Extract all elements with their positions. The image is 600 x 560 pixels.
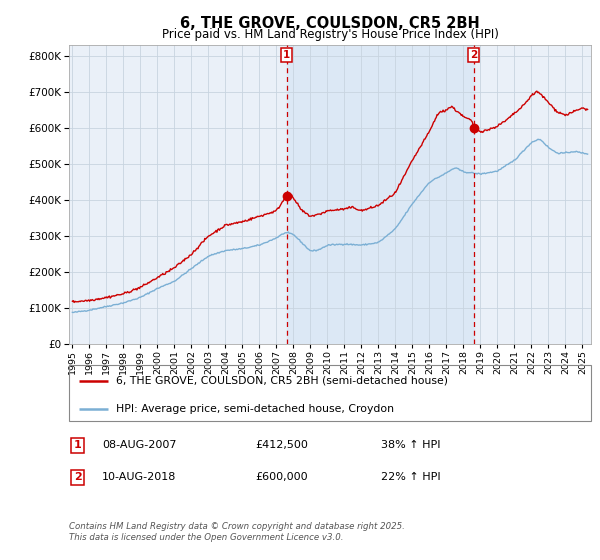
Text: 1: 1 bbox=[283, 50, 290, 60]
Text: Price paid vs. HM Land Registry's House Price Index (HPI): Price paid vs. HM Land Registry's House … bbox=[161, 28, 499, 41]
Text: HPI: Average price, semi-detached house, Croydon: HPI: Average price, semi-detached house,… bbox=[116, 404, 394, 414]
Text: 38% ↑ HPI: 38% ↑ HPI bbox=[381, 440, 440, 450]
Text: £600,000: £600,000 bbox=[255, 472, 308, 482]
Text: 2: 2 bbox=[470, 50, 478, 60]
Bar bbox=[287, 45, 473, 344]
Text: 08-AUG-2007: 08-AUG-2007 bbox=[102, 440, 176, 450]
Text: 6, THE GROVE, COULSDON, CR5 2BH: 6, THE GROVE, COULSDON, CR5 2BH bbox=[180, 16, 480, 31]
Text: 1: 1 bbox=[74, 440, 82, 450]
Text: £412,500: £412,500 bbox=[255, 440, 308, 450]
Text: Contains HM Land Registry data © Crown copyright and database right 2025.: Contains HM Land Registry data © Crown c… bbox=[69, 522, 405, 531]
Text: 22% ↑ HPI: 22% ↑ HPI bbox=[381, 472, 440, 482]
Text: 10-AUG-2018: 10-AUG-2018 bbox=[102, 472, 176, 482]
Text: 6, THE GROVE, COULSDON, CR5 2BH (semi-detached house): 6, THE GROVE, COULSDON, CR5 2BH (semi-de… bbox=[116, 376, 448, 386]
Text: 2: 2 bbox=[74, 472, 82, 482]
Text: This data is licensed under the Open Government Licence v3.0.: This data is licensed under the Open Gov… bbox=[69, 533, 343, 542]
